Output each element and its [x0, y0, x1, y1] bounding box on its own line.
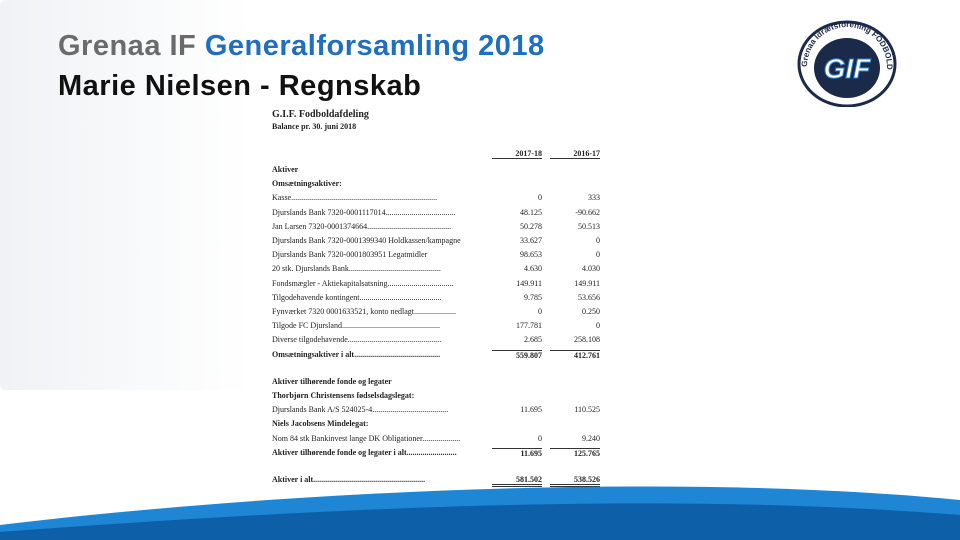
row-label: Kasse...................................… [272, 193, 438, 203]
row-label: Aktiver tilhørende fonde og legater i al… [272, 447, 457, 457]
row-value: 0 [596, 236, 600, 245]
row-label: Djurslands Bank A/S 524025-4............… [272, 405, 449, 415]
row-value: 9.785 [524, 292, 542, 302]
column-header: 2017-18 [492, 149, 542, 159]
org: G.I.F. Fodboldafdeling [272, 109, 369, 120]
row-value: 258.108 [574, 335, 600, 345]
row: Diverse tilgodehavende..................… [272, 335, 600, 347]
row: Djurslands Bank 7320-0001803951 Legatmid… [272, 250, 600, 262]
row: Fondsmægler - Aktiekapitalsatsning......… [272, 278, 600, 291]
date: Balance pr. 30. juni 2018 [272, 122, 357, 131]
logo-initials: GIF [824, 53, 872, 84]
balance-sheet: G.I.F. Fodboldafdeling Balance pr. 30. j… [262, 105, 602, 490]
title-main: Generalforsamling 2018 [204, 30, 545, 62]
row-value: 0 [596, 321, 600, 331]
row-label: Nom 84 stk Bankinvest lange DK Obligatio… [272, 433, 461, 443]
column-header: 2016-17 [550, 149, 600, 159]
row: Aktiver tilhørende fonde og legater i al… [272, 447, 600, 460]
row-label: Tilgode FC Djursland....................… [272, 321, 440, 331]
row-label: Aktiver tilhørende fonde og legater [272, 376, 392, 386]
row: Djurslands Bank 7320-0001399340 Holdkass… [272, 236, 600, 248]
row-value: 0.250 [582, 307, 600, 316]
row-value: 125.765 [550, 447, 600, 458]
title-prefix: Grenaa IF [58, 30, 197, 62]
row-value: 412.761 [550, 349, 600, 360]
row-value: -90.662 [575, 207, 600, 217]
row-value: 98.653 [520, 250, 542, 260]
row: Aktiver tilhørende fonde og legater [272, 377, 592, 389]
row-value: 4.630 [524, 264, 542, 274]
row-value: 11.695 [492, 447, 542, 458]
row: Omsætningsaktiver: [272, 179, 592, 191]
row-value: 48.125 [520, 207, 542, 217]
row-label: Tilgodehavende kontingent...............… [272, 292, 442, 302]
row-value: 581.502 [492, 475, 542, 487]
row: 20 stk. Djurslands Bank.................… [272, 264, 600, 276]
row-value: 4.030 [582, 264, 600, 274]
row-label: Fynværket 7320 0001633521, konto nedlagt… [272, 307, 456, 316]
row: Niels Jacobsens Mindelegat: [272, 419, 592, 431]
row-value: 33.627 [520, 236, 542, 245]
row-label: Omsætningsaktiver: [272, 179, 342, 189]
row: Djurslands Bank 7320-0001117014.........… [272, 207, 600, 220]
row-label: Omsætningsaktiver i alt.................… [272, 349, 441, 359]
row: Tilgodehavende kontingent...............… [272, 292, 600, 305]
row-value: 2.685 [524, 335, 542, 345]
row-value: 53.656 [578, 292, 600, 302]
row-value: 538.526 [550, 475, 600, 487]
row-value: 0 [538, 433, 542, 443]
row-label: Aktiver [272, 165, 299, 174]
row-value: 333 [588, 193, 600, 203]
row-label: Diverse tilgodehavende..................… [272, 335, 442, 345]
subtitle: Marie Nielsen - Regnskab [58, 70, 422, 102]
row-label: 20 stk. Djurslands Bank.................… [272, 264, 441, 274]
row-label: Niels Jacobsens Mindelegat: [272, 419, 369, 429]
row: Jan Larsen 7320-0001374664..............… [272, 221, 600, 234]
row: Fynværket 7320 0001633521, konto nedlagt… [272, 307, 600, 319]
row-label: Jan Larsen 7320-0001374664..............… [272, 221, 452, 231]
row: Omsætningsaktiver i alt.................… [272, 349, 600, 362]
logo: Grenaa Idrætsforening FODBOLD GIF [797, 20, 897, 107]
row-value: 110.525 [574, 405, 600, 415]
row-value: 177.781 [516, 321, 542, 331]
row: Kasse...................................… [272, 193, 600, 205]
row-value: 9.240 [582, 433, 600, 443]
background-decoration [0, 0, 250, 390]
row: Thorbjørn Christensens fødselsdagslegat: [272, 391, 592, 403]
row-value: 149.911 [574, 278, 600, 288]
row: Nom 84 stk Bankinvest lange DK Obligatio… [272, 433, 600, 446]
row: Djurslands Bank A/S 524025-4............… [272, 405, 600, 417]
footer-wave [0, 486, 960, 540]
row-value: 0 [538, 193, 542, 203]
row-label: Fondsmægler - Aktiekapitalsatsning......… [272, 278, 454, 288]
row-value: 50.278 [520, 221, 542, 231]
row-value: 0 [538, 307, 542, 316]
row: Aktiver i alt...........................… [272, 475, 600, 487]
row: Aktiver [272, 165, 592, 177]
row-value: 11.695 [520, 405, 542, 415]
title: Grenaa IF Generalforsamling 2018 [58, 30, 545, 63]
row-value: 149.911 [516, 278, 542, 288]
row-label: Djurslands Bank 7320-0001399340 Holdkass… [272, 236, 461, 245]
row-value: 50.513 [578, 221, 600, 231]
row-value: 0 [596, 250, 600, 260]
row-value: 559.807 [492, 349, 542, 360]
row-label: Djurslands Bank 7320-0001803951 Legatmid… [272, 250, 428, 260]
row-label: Thorbjørn Christensens fødselsdagslegat: [272, 391, 415, 400]
row-label: Djurslands Bank 7320-0001117014.........… [272, 207, 456, 217]
row: Tilgode FC Djursland....................… [272, 321, 600, 333]
row-label: Aktiver i alt...........................… [272, 475, 426, 484]
